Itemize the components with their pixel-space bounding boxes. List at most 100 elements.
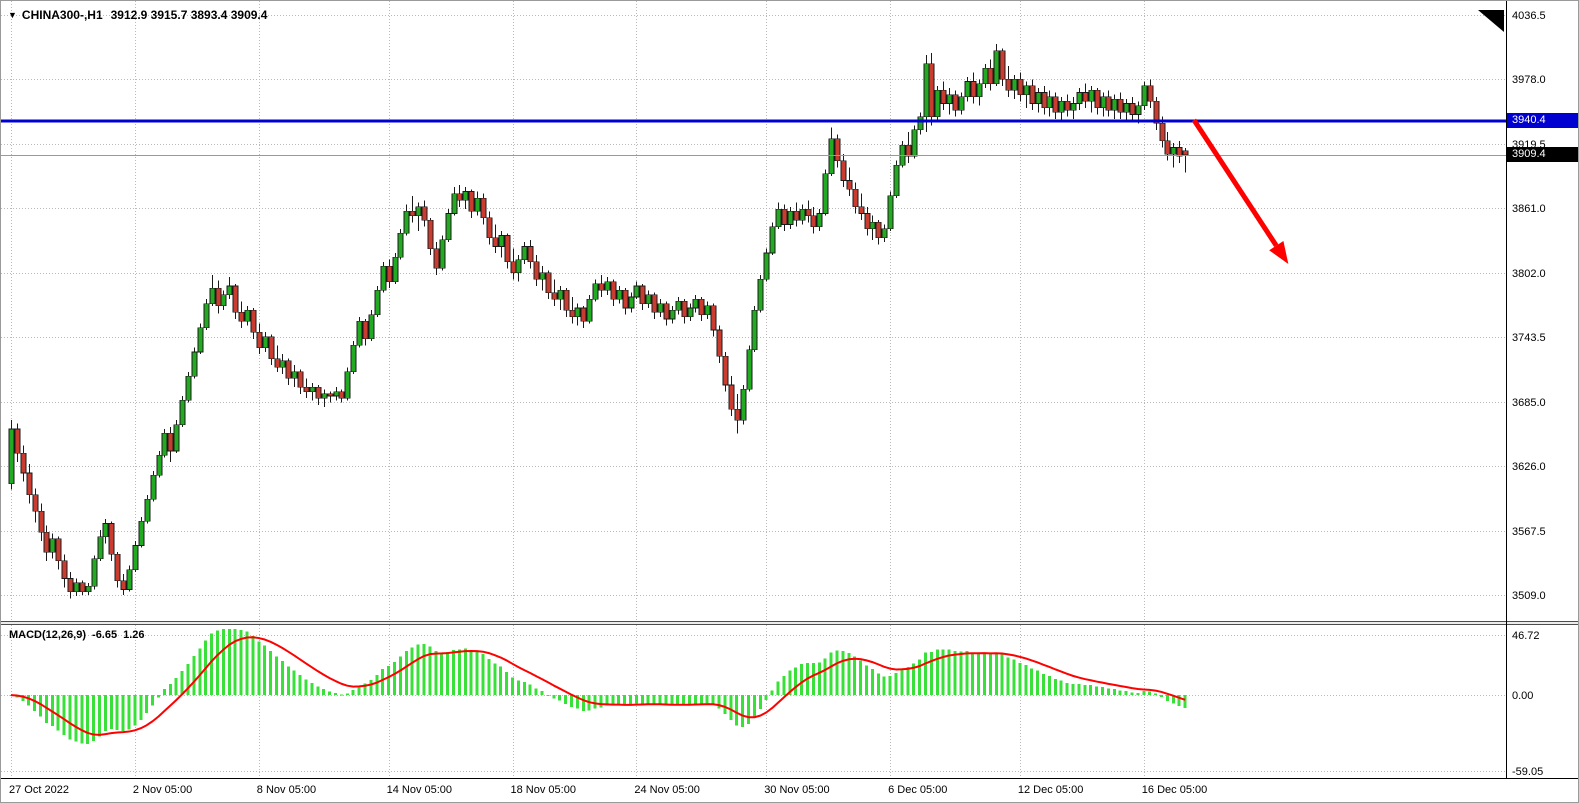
candle bbox=[468, 189, 475, 218]
candle bbox=[1147, 79, 1154, 108]
price-tick-label: 3978.0 bbox=[1512, 73, 1546, 86]
price-tick-label: 3509.0 bbox=[1512, 589, 1546, 602]
candle bbox=[746, 345, 753, 392]
candle bbox=[598, 275, 605, 298]
candle bbox=[893, 160, 900, 199]
candle bbox=[132, 541, 139, 572]
candle bbox=[8, 420, 15, 490]
price-tick-label: 3861.0 bbox=[1512, 202, 1546, 215]
candle bbox=[592, 279, 599, 302]
candle bbox=[1123, 99, 1130, 122]
candle bbox=[1035, 88, 1042, 113]
candle bbox=[61, 554, 68, 588]
candle bbox=[1029, 79, 1036, 111]
candle bbox=[1094, 88, 1101, 115]
candle bbox=[545, 270, 552, 300]
candle bbox=[492, 224, 499, 254]
candle bbox=[952, 90, 959, 117]
macd-axis[interactable]: 46.72 0.00 -59.05 bbox=[1507, 625, 1578, 778]
candle bbox=[456, 184, 463, 207]
candle bbox=[220, 290, 227, 311]
chart-shift-marker[interactable] bbox=[1478, 10, 1504, 32]
candle bbox=[1058, 96, 1065, 122]
candle bbox=[1017, 72, 1024, 102]
candle bbox=[451, 187, 458, 216]
candle bbox=[504, 233, 511, 269]
time-axis[interactable]: 27 Oct 2022 2 Nov 05:00 8 Nov 05:00 14 Nov … bbox=[1, 778, 1578, 802]
candle bbox=[958, 92, 965, 115]
candle bbox=[150, 470, 157, 502]
time-tick-label: 24 Nov 05:00 bbox=[634, 784, 700, 796]
trend-arrow[interactable] bbox=[1191, 118, 1289, 265]
candle bbox=[285, 358, 292, 385]
axis-divider bbox=[1506, 1, 1507, 778]
candle bbox=[85, 582, 92, 595]
candle bbox=[521, 242, 528, 265]
candle bbox=[510, 248, 517, 280]
candle bbox=[439, 235, 446, 271]
candle bbox=[297, 369, 304, 394]
candle bbox=[1046, 90, 1053, 117]
candle bbox=[427, 217, 434, 256]
candle bbox=[905, 132, 912, 163]
candle bbox=[55, 536, 62, 570]
collapse-icon[interactable]: ▼ bbox=[8, 10, 17, 20]
candle bbox=[722, 352, 729, 392]
candle bbox=[698, 297, 705, 322]
candle bbox=[203, 299, 210, 331]
time-tick-label: 27 Oct 2022 bbox=[9, 784, 69, 796]
candle bbox=[415, 202, 422, 232]
candle bbox=[622, 288, 629, 315]
candle bbox=[26, 464, 33, 504]
candle bbox=[710, 303, 717, 337]
candle bbox=[586, 294, 593, 324]
candle bbox=[651, 292, 658, 320]
price-axis[interactable]: 4036.5 3978.0 3919.5 3861.0 3802.0 3743.5 3685… bbox=[1507, 1, 1578, 621]
candle bbox=[822, 169, 829, 216]
time-tick-label: 14 Nov 05:00 bbox=[386, 784, 453, 796]
candle bbox=[987, 59, 994, 91]
candle bbox=[940, 81, 947, 111]
candle bbox=[250, 308, 257, 339]
candle bbox=[256, 323, 263, 355]
candle bbox=[356, 316, 363, 348]
candle bbox=[191, 347, 198, 379]
candle bbox=[751, 305, 758, 353]
candle bbox=[362, 319, 369, 346]
candle bbox=[433, 242, 440, 276]
price-chart-pane[interactable] bbox=[1, 1, 1506, 621]
candle bbox=[91, 555, 98, 590]
candle bbox=[1041, 85, 1048, 115]
macd-signal-line bbox=[10, 636, 1186, 736]
candle bbox=[1182, 147, 1189, 173]
candle bbox=[386, 259, 393, 289]
candle bbox=[846, 167, 853, 196]
macd-main-value: -6.65 bbox=[92, 629, 118, 641]
candle bbox=[734, 393, 741, 434]
candle bbox=[917, 112, 924, 135]
candle bbox=[810, 206, 817, 234]
candle bbox=[574, 303, 581, 326]
candle bbox=[209, 275, 216, 306]
candle bbox=[79, 580, 86, 595]
candle bbox=[563, 288, 570, 317]
candle bbox=[14, 423, 21, 462]
candle bbox=[628, 292, 635, 313]
candle bbox=[138, 516, 145, 548]
macd-pane[interactable] bbox=[1, 625, 1506, 777]
price-tick-label: 3567.5 bbox=[1512, 525, 1546, 538]
candle bbox=[539, 266, 546, 291]
pane-separator[interactable] bbox=[1, 621, 1578, 625]
candle bbox=[462, 187, 469, 210]
candle bbox=[633, 281, 640, 300]
candle bbox=[580, 305, 587, 328]
candle bbox=[197, 323, 204, 355]
candle bbox=[533, 255, 540, 287]
candle bbox=[498, 231, 505, 258]
candle bbox=[215, 280, 222, 314]
candle bbox=[445, 209, 452, 243]
candle bbox=[344, 367, 351, 401]
candle bbox=[1082, 83, 1089, 108]
candle bbox=[799, 204, 806, 225]
candle bbox=[262, 332, 269, 353]
